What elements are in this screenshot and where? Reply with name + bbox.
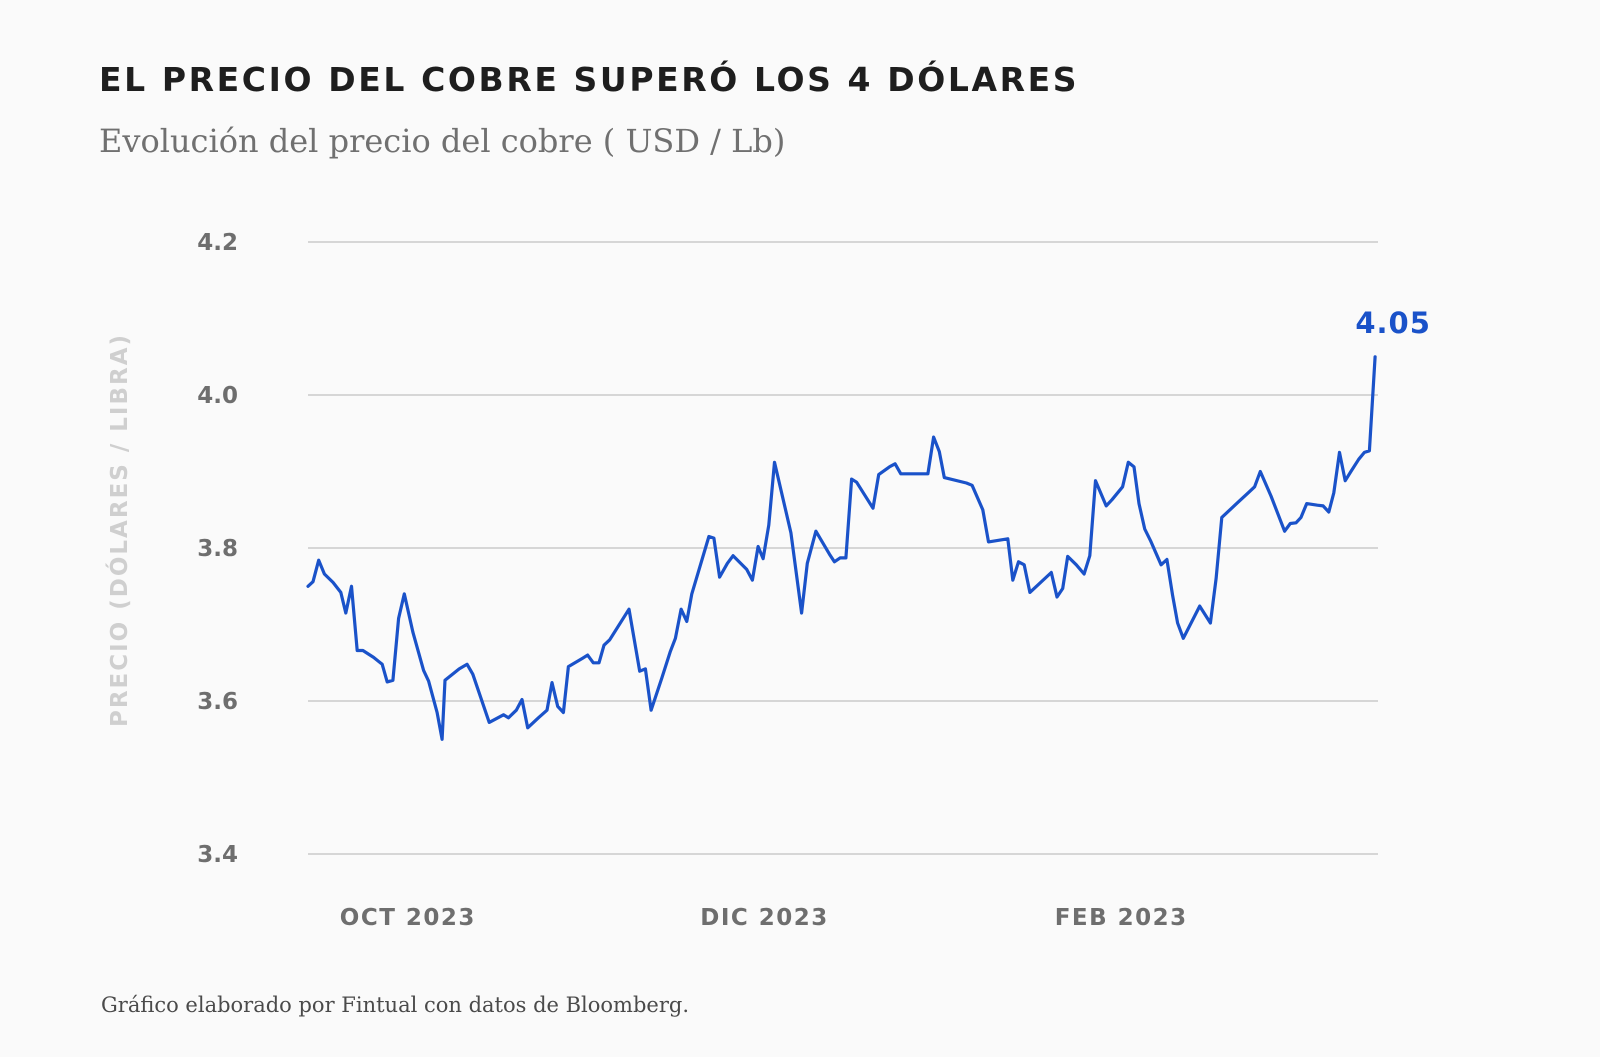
- source-note: Gráfico elaborado por Fintual con datos …: [101, 993, 689, 1017]
- y-tick-label: 3.4: [197, 842, 238, 868]
- x-tick-label: OCT 2023: [340, 905, 476, 931]
- chart-title: EL PRECIO DEL COBRE SUPERÓ LOS 4 DÓLARES: [99, 60, 1080, 99]
- x-tick-label: DIC 2023: [700, 905, 829, 931]
- last-value-label: 4.05: [1355, 306, 1431, 340]
- y-tick-label: 3.8: [197, 536, 238, 562]
- x-axis-ticks: OCT 2023 DIC 2023 FEB 2023: [340, 905, 1188, 931]
- y-axis-ticks: 4.2 4.0 3.8 3.6 3.4: [197, 230, 238, 868]
- y-tick-label: 3.6: [197, 689, 238, 715]
- x-tick-label: FEB 2023: [1055, 905, 1188, 931]
- grid-lines: [308, 241, 1378, 855]
- chart-subtitle: Evolución del precio del cobre ( USD / L…: [99, 122, 786, 160]
- y-tick-label: 4.0: [197, 383, 238, 409]
- y-axis-label: PRECIO (DÓLARES / LIBRA): [105, 333, 133, 727]
- copper-price-series-line: [306, 355, 1377, 741]
- y-tick-label: 4.2: [197, 230, 238, 256]
